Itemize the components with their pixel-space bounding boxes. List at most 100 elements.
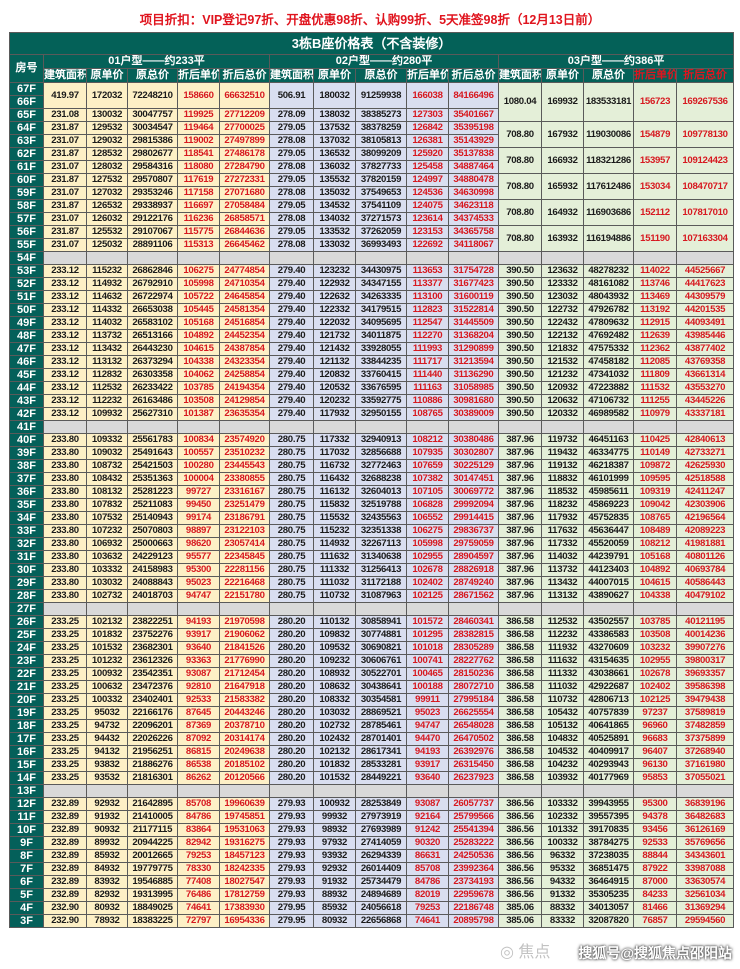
area-cell: 390.50 [498,381,542,395]
table-row: 38F 233.80 108732 25421503 100280 23445543 280… [9,459,735,473]
area-cell: 279.40 [269,355,314,369]
empty-cell [448,784,499,798]
floor-label: 26F [9,615,44,629]
unit-price-cell: 107532 [86,511,128,525]
unit-price-cell: 111932 [541,641,584,655]
total-price-cell: 29338937 [127,199,178,213]
area-cell: 280.75 [269,524,314,538]
column-header: 原总价 [355,68,407,83]
area-cell: 233.25 [43,732,87,746]
discount-unit-price-cell: 93087 [406,797,449,811]
discount-total-price-cell: 35143929 [448,134,499,148]
area-cell: 386.56 [498,862,542,876]
discount-unit-price-cell: 113653 [406,264,449,278]
column-header: 原单价 [86,68,128,83]
discount-unit-price-cell: 93640 [406,771,449,785]
unit-price-cell: 122932 [313,277,356,291]
area-cell: 233.80 [43,459,87,473]
discount-unit-price-cell: 107105 [406,485,449,499]
discount-total-price-cell: 30069772 [448,485,499,499]
total-price-cell: 25070803 [127,524,178,538]
total-price-cell: 48043932 [583,290,634,304]
area-cell: 708.80 [498,199,542,226]
discount-unit-price-cell: 94747 [177,589,220,603]
total-price-cell: 43038661 [583,667,634,681]
empty-cell [541,420,584,434]
discount-unit-price-cell: 91242 [406,823,449,837]
unit-price-cell: 137532 [313,121,356,135]
floor-label: 47F [9,342,44,356]
total-price-cell: 34011875 [355,329,407,343]
total-price-cell: 29107067 [127,225,178,239]
total-price-cell: 35305235 [583,888,634,902]
empty-cell [583,251,634,265]
area-cell: 232.89 [43,888,87,902]
discount-total-price-cell: 44417623 [675,277,735,291]
unit-price-cell: 84932 [86,862,128,876]
discount-total-price-cell: 24645854 [219,290,270,304]
unit-price-cell: 102132 [313,745,356,759]
unit-price-cell: 99932 [313,810,356,824]
discount-total-price-cell: 23734193 [448,875,499,889]
discount-total-price-cell: 23574920 [219,433,270,447]
total-price-cell: 33760415 [355,368,407,382]
unit-price-cell: 85932 [86,849,128,863]
table-row: 29F 233.80 103032 24088843 95023 22216468 280.… [9,576,735,590]
discount-unit-price-cell: 100557 [177,446,220,460]
discount-total-price-cell: 24250536 [448,849,499,863]
discount-unit-price-cell: 76486 [177,888,220,902]
discount-unit-price-cell: 110979 [633,407,677,421]
area-cell: 387.96 [498,589,542,603]
total-price-cell: 37820159 [355,173,407,187]
total-price-cell: 39943955 [583,797,634,811]
area-cell: 386.56 [498,823,542,837]
area-cell: 280.75 [269,511,314,525]
area-cell: 232.89 [43,797,87,811]
total-price-cell: 47223882 [583,381,634,395]
floor-label: 63F [9,134,44,148]
discount-unit-price-cell: 153957 [633,147,677,174]
discount-total-price-cell: 40693784 [675,563,735,577]
area-cell: 386.56 [498,849,542,863]
area-cell: 280.20 [269,628,314,642]
unit-price-cell: 111632 [313,550,356,564]
table-row: 8F 232.89 85932 20012665 79253 18457123 279.93… [9,849,735,863]
area-cell: 386.58 [498,654,542,668]
area-cell: 233.12 [43,407,87,421]
total-price-cell: 28533281 [355,758,407,772]
discount-unit-price-cell: 84786 [177,810,220,824]
area-cell: 280.75 [269,550,314,564]
unit-price-cell: 92932 [86,797,128,811]
discount-total-price-cell: 35769656 [675,836,735,850]
total-price-cell: 117612486 [583,173,634,200]
area-cell: 279.40 [269,394,314,408]
unit-price-cell: 123032 [541,290,584,304]
floor-label: 13F [9,784,44,798]
table-row: 6F 232.89 83932 19546885 77408 18027547 279.93… [9,875,735,889]
discount-unit-price-cell: 108489 [633,524,677,538]
floor-label: 5F [9,888,44,902]
discount-unit-price-cell: 83864 [177,823,220,837]
area-cell: 279.93 [269,849,314,863]
floor-label: 44F [9,381,44,395]
discount-total-price-cell: 21583382 [219,693,270,707]
total-price-cell: 28701401 [355,732,407,746]
discount-total-price-cell: 40121195 [675,615,735,629]
discount-unit-price-cell: 86262 [177,771,220,785]
area-cell: 279.05 [269,225,314,239]
area-cell: 280.75 [269,485,314,499]
empty-cell [86,602,128,616]
discount-total-price-cell: 26625554 [448,706,499,720]
area-cell: 386.58 [498,641,542,655]
empty-cell [675,602,735,616]
unit-price-cell: 107232 [86,524,128,538]
floor-label: 39F [9,446,44,460]
discount-unit-price-cell: 93640 [177,641,220,655]
discount-total-price-cell: 42303906 [675,498,735,512]
floor-label: 35F [9,498,44,512]
unit-price-cell: 119132 [541,459,584,473]
discount-total-price-cell: 109124423 [675,147,735,174]
unit-price-cell: 114032 [86,316,128,330]
area-cell: 386.58 [498,745,542,759]
unit-price-cell: 102432 [313,732,356,746]
